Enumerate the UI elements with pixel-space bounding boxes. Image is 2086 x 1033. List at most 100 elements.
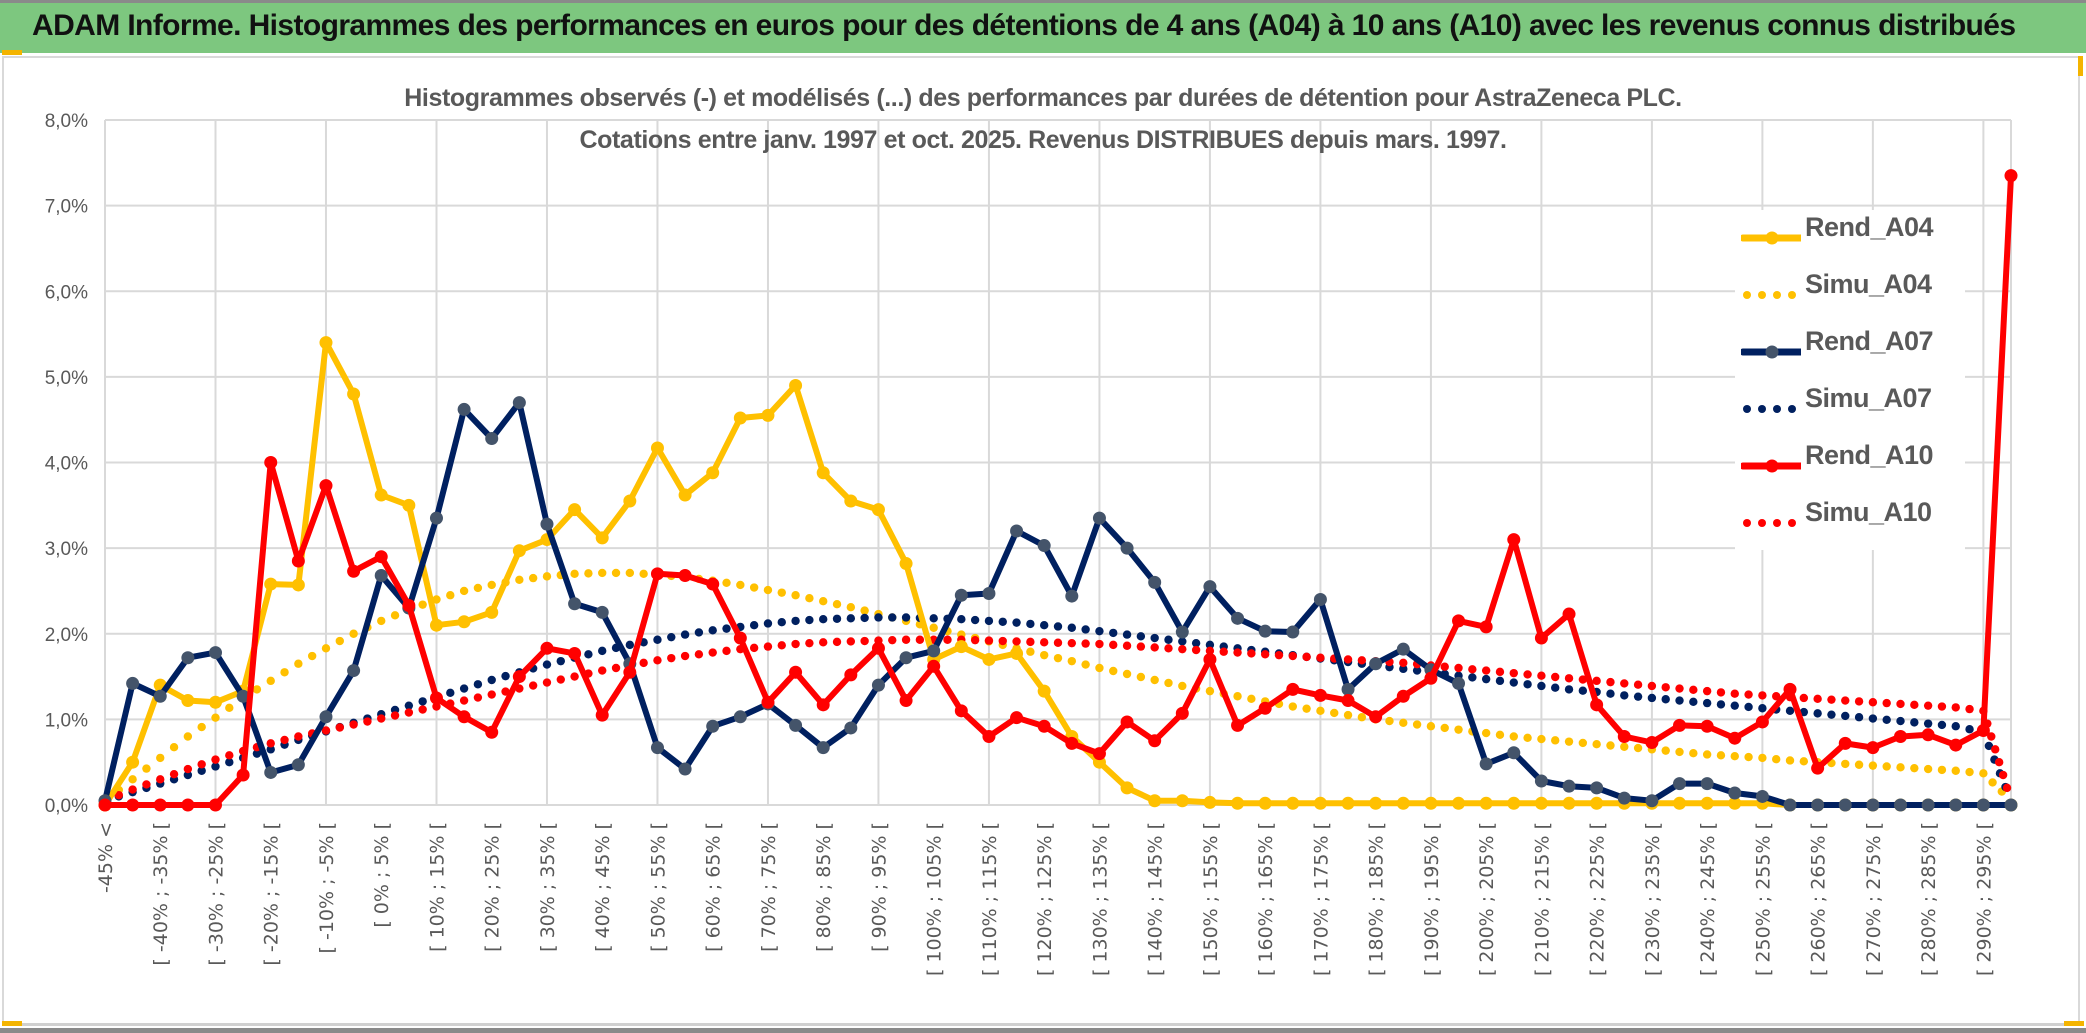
data-point <box>225 703 234 713</box>
legend-label: Rend_A04 <box>1805 212 1934 242</box>
data-point <box>1785 706 1795 716</box>
data-point <box>252 685 262 694</box>
data-point <box>473 680 483 689</box>
data-point <box>349 629 358 638</box>
data-point <box>335 723 344 732</box>
legend-item-rend-a04[interactable]: Rend_A04 <box>1735 210 1965 250</box>
data-point <box>1396 796 1410 810</box>
data-point <box>236 768 250 782</box>
data-point <box>598 666 607 675</box>
data-point <box>1551 672 1560 682</box>
data-point <box>943 635 952 644</box>
data-point <box>1231 796 1245 810</box>
data-point <box>1481 728 1491 738</box>
data-point <box>1523 670 1532 679</box>
data-point <box>982 730 996 743</box>
data-point <box>1689 685 1698 695</box>
data-point <box>1633 680 1643 689</box>
data-point <box>1231 718 1245 732</box>
data-point <box>1811 798 1825 812</box>
data-point <box>639 658 648 668</box>
data-point <box>429 691 443 705</box>
x-tick-label: [ 220% ; 225% [ <box>1587 822 1609 976</box>
data-point <box>1343 655 1353 664</box>
data-point <box>791 591 800 600</box>
data-point <box>1136 632 1146 641</box>
data-point <box>1012 637 1021 646</box>
y-tick-label: 1,0% <box>45 710 88 731</box>
data-point <box>1399 658 1408 668</box>
data-point <box>197 722 206 732</box>
data-point <box>1617 730 1631 743</box>
data-point <box>901 635 911 644</box>
data-point <box>1175 706 1189 720</box>
selection-handle[interactable] <box>2078 56 2083 76</box>
data-point <box>1396 689 1410 703</box>
data-point <box>1109 666 1118 676</box>
data-point <box>252 749 262 758</box>
data-point <box>1700 719 1714 733</box>
legend-marker <box>1765 459 1779 473</box>
data-point <box>1758 704 1767 713</box>
data-point <box>432 595 441 604</box>
data-point <box>1313 688 1327 702</box>
x-tick-label: [ -30% ; -25% [ <box>205 822 227 966</box>
data-point <box>1495 667 1505 677</box>
data-point <box>1896 716 1905 726</box>
legend-item-simu-a04[interactable]: Simu_A04 <box>1735 267 1965 307</box>
data-point <box>761 695 775 709</box>
x-tick-label: [ 160% ; 165% [ <box>1255 822 1277 976</box>
data-point <box>432 702 441 711</box>
data-point <box>706 719 720 733</box>
data-point <box>363 717 372 726</box>
data-point <box>181 651 195 665</box>
y-tick-label: 4,0% <box>45 454 88 475</box>
data-point <box>528 681 538 690</box>
data-point <box>680 651 690 661</box>
legend-item-rend-a10[interactable]: Rend_A10 <box>1735 438 1965 478</box>
data-point <box>181 694 195 708</box>
data-point <box>1412 720 1422 729</box>
selection-handle[interactable] <box>2 50 22 55</box>
legend-item-simu-a07[interactable]: Simu_A07 <box>1735 381 1965 421</box>
legend-swatch <box>1741 345 1801 359</box>
data-point <box>307 651 317 661</box>
series-line <box>102 399 2011 808</box>
data-point <box>1689 697 1698 707</box>
data-point <box>957 614 966 624</box>
data-point <box>1286 796 1300 810</box>
data-point <box>1783 682 1797 696</box>
data-point <box>1481 674 1491 684</box>
data-point <box>1772 754 1781 764</box>
data-point <box>1012 618 1021 627</box>
data-point <box>1894 730 1908 743</box>
data-point <box>1136 642 1146 651</box>
data-point <box>1205 646 1215 656</box>
data-point <box>1700 796 1714 810</box>
selection-handle[interactable] <box>2 1021 22 1026</box>
data-point <box>970 635 980 645</box>
data-point <box>1866 798 1880 812</box>
data-point <box>1481 666 1491 675</box>
data-point <box>156 753 165 763</box>
data-point <box>485 432 499 446</box>
data-point <box>457 402 471 416</box>
data-point <box>639 569 648 579</box>
legend-item-simu-a10[interactable]: Simu_A10 <box>1735 495 1965 535</box>
data-point <box>1988 778 1997 787</box>
data-point <box>598 568 607 578</box>
data-point <box>816 741 830 755</box>
data-point <box>871 503 885 517</box>
data-point <box>570 672 579 681</box>
data-point <box>1150 633 1159 643</box>
data-point <box>1730 689 1739 698</box>
data-point <box>197 760 206 769</box>
data-point <box>291 578 305 592</box>
data-point <box>1399 664 1408 674</box>
data-point <box>1369 710 1383 724</box>
legend-item-rend-a07[interactable]: Rend_A07 <box>1735 324 1965 364</box>
data-point <box>1399 718 1408 727</box>
data-point <box>1910 718 1919 727</box>
data-point <box>1564 674 1574 683</box>
selection-handle[interactable] <box>2064 1021 2084 1026</box>
